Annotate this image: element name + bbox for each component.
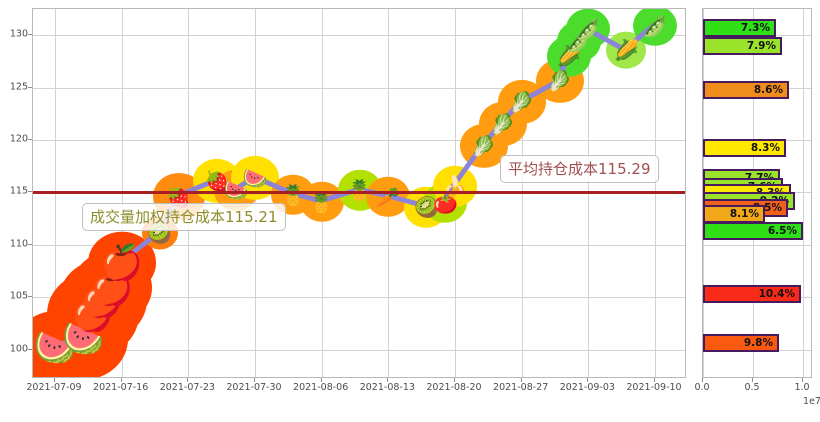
marker-apple-icon: 🍎 (90, 267, 134, 308)
x-tick-mark (187, 378, 189, 382)
gridline-horizontal (33, 244, 685, 246)
y-tick-label: 125 (9, 81, 28, 93)
volume-bar: 7.9% (703, 36, 782, 55)
y-tick-label: 130 (9, 28, 28, 40)
annotation-average-cost: 平均持仓成本115.29 (500, 155, 659, 183)
volume-tick-label: 0.5 (744, 382, 760, 393)
gridline-horizontal (33, 349, 685, 351)
x-tick-label: 2021-07-30 (226, 382, 282, 393)
marker-carrot-icon: 🥕 (375, 184, 401, 209)
marker-strawberry-icon: 🍓 (204, 168, 230, 193)
volume-bar-label: 7.3% (740, 21, 770, 34)
x-tick-mark (587, 378, 589, 382)
marker-pineapple-icon: 🍍 (280, 182, 306, 207)
gridline-horizontal (33, 87, 685, 89)
volume-bar: 8.1% (703, 205, 765, 224)
volume-bar-label: 8.1% (729, 208, 759, 221)
volume-bar: 10.4% (703, 285, 801, 304)
gridline-horizontal (33, 140, 685, 142)
cost-halo (633, 9, 677, 46)
marker-watermelon-icon: 🍉 (62, 319, 105, 360)
y-tick-mark (28, 348, 32, 350)
y-tick-label: 110 (9, 238, 28, 250)
x-tick-mark (387, 378, 389, 382)
volume-bar-label: 7.9% (746, 39, 776, 52)
marker-watermelon-icon: 🍉 (242, 165, 268, 190)
marker-watermelon-icon: 🍉 (33, 327, 77, 368)
marker-banana-icon: 🍌 (442, 174, 468, 199)
marker-pineapple-icon: 🍍 (347, 178, 373, 203)
x-tick-label: 2021-08-06 (293, 382, 349, 393)
volume-bar-label: 8.3% (750, 142, 780, 155)
volume-tick-label: 0.0 (694, 382, 710, 393)
volume-distribution-area: 7.3%7.9%8.6%8.3%7.7%7.6%8.3%9.2%8.5%8.1%… (702, 8, 812, 378)
volume-bar-label: 9.8% (743, 337, 773, 350)
x-tick-label: 2021-08-27 (493, 382, 549, 393)
volume-tick-mark (702, 378, 703, 382)
price-line (52, 23, 656, 349)
y-tick-mark (28, 243, 32, 245)
volume-bar: 8.3% (703, 139, 786, 158)
volume-bar: 9.8% (703, 334, 779, 353)
marker-tomato-icon: 🍅 (433, 190, 458, 215)
x-tick-label: 2021-07-23 (159, 382, 215, 393)
y-tick-label: 115 (9, 185, 28, 197)
volume-tick-mark (802, 378, 803, 382)
gridline-horizontal (33, 297, 685, 299)
volume-bar: 8.6% (703, 80, 789, 99)
x-tick-mark (54, 378, 55, 382)
x-tick-label: 2021-07-16 (93, 382, 149, 393)
volume-axis-exponent: 1e7 (803, 396, 820, 407)
volume-tick-label: 1.0 (794, 382, 810, 393)
marker-radish-icon: 🥬 (509, 90, 535, 115)
volume-bar: 6.5% (703, 222, 803, 241)
marker-apple-icon: 🍎 (100, 242, 143, 283)
gridline-horizontal (33, 35, 685, 37)
marker-radish-icon: 🥬 (547, 69, 573, 94)
marker-peapod-icon: 🫛 (575, 16, 601, 41)
x-tick-mark (120, 378, 122, 382)
y-tick-label: 120 (9, 133, 28, 145)
volume-tick-mark (752, 378, 753, 382)
x-tick-mark (654, 378, 655, 382)
y-tick-mark (28, 34, 32, 36)
annotation-vwap-cost: 成交量加权持仓成本115.21 (82, 203, 286, 231)
price-plot-area: 🍉 🍉 🍎 🍎 🍎 🍎 🥝 🍓 🍓 🍉 🍉 🍍 🍍 🍍 🥕 🥝 🍅 🍌 🥬 🥬 🥬 🥬 🌽 🫛 🫛 🌽 🫛 (32, 8, 686, 378)
y-tick-label: 100 (9, 343, 28, 355)
marker-apple-icon: 🍎 (81, 280, 124, 321)
volume-bar-label: 10.4% (758, 288, 795, 301)
x-tick-label: 2021-07-09 (26, 382, 82, 393)
average-cost-line (33, 191, 685, 195)
y-tick-label: 105 (9, 290, 28, 302)
x-tick-mark (254, 378, 255, 382)
y-tick-mark (28, 296, 32, 298)
marker-corn-icon: 🌽 (556, 44, 582, 69)
marker-radish-icon: 🥬 (471, 134, 497, 159)
marker-peapod-icon: 🫛 (566, 29, 592, 54)
x-tick-mark (454, 378, 455, 382)
volume-gridline-horizontal (703, 244, 811, 246)
marker-pineapple-icon: 🍍 (309, 189, 335, 214)
marker-peapod-icon: 🫛 (642, 13, 668, 38)
marker-watermelon-icon: 🍉 (223, 178, 249, 203)
x-tick-mark (320, 378, 322, 382)
y-tick-mark (28, 86, 32, 88)
marker-apple-icon: 🍎 (71, 294, 115, 334)
x-tick-label: 2021-08-20 (426, 382, 482, 393)
marker-kiwi-icon: 🥝 (413, 195, 439, 220)
marker-corn-icon: 🌽 (613, 37, 639, 62)
marker-radish-icon: 🥬 (490, 112, 516, 137)
volume-bar: 7.3% (703, 18, 776, 37)
x-tick-label: 2021-09-10 (626, 382, 682, 393)
price-polyline (52, 23, 656, 349)
y-tick-mark (28, 191, 32, 193)
volume-bar-label: 8.6% (753, 83, 783, 96)
x-tick-label: 2021-08-13 (359, 382, 415, 393)
x-tick-mark (520, 378, 522, 382)
volume-bar-label: 6.5% (767, 225, 797, 238)
x-tick-label: 2021-09-03 (559, 382, 615, 393)
y-tick-mark (28, 139, 32, 141)
